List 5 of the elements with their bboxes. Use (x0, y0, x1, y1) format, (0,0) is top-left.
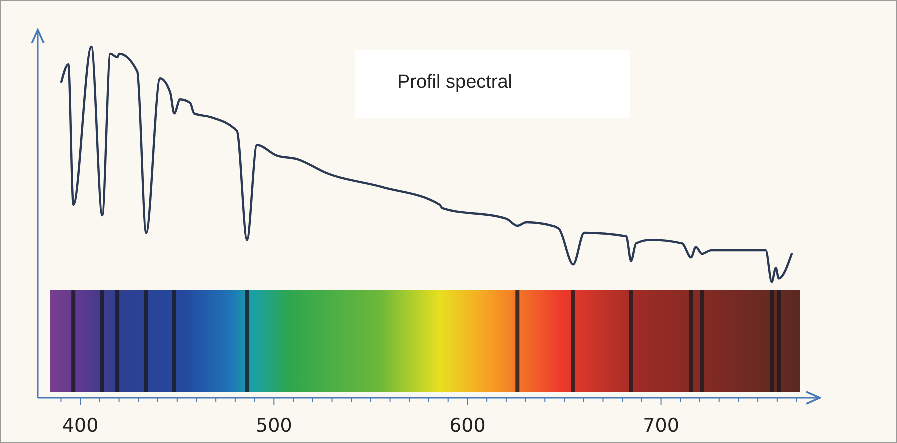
x-tick-label: 500 (256, 415, 292, 437)
x-tick-label: 600 (450, 415, 486, 437)
x-tick-label: 700 (643, 415, 680, 437)
x-tick-label: 400 (62, 415, 99, 437)
text: Profil spectral (397, 72, 513, 93)
